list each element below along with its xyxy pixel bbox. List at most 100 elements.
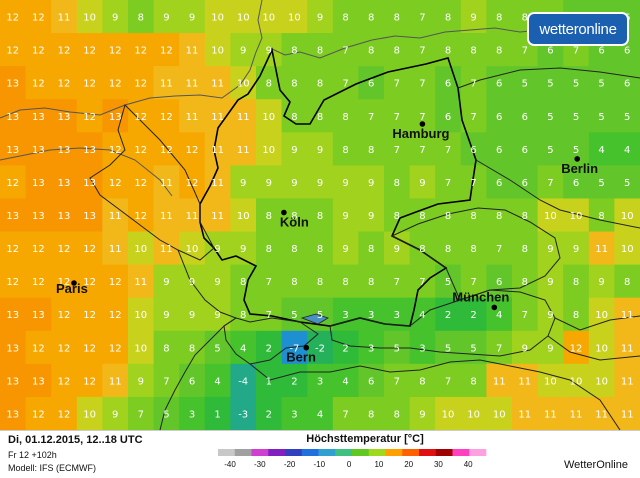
temperature-cell-fill [25,330,52,365]
city-dot [419,121,426,127]
temperature-cell-fill [358,165,385,200]
temperature-cell-fill [307,363,334,398]
temperature-value: 7 [470,277,476,288]
temperature-value: 6 [496,79,502,90]
temperature-value: 12 [32,343,45,354]
temperature-cell-fill [358,99,385,133]
temperature-cell-fill [256,231,283,266]
temperature-value: 13 [32,178,45,189]
wetteronline-logo[interactable]: wetteronline [527,12,629,46]
temperature-cell-fill [384,264,411,299]
temperature-cell-fill [256,330,283,365]
temperature-cell-fill [51,363,78,398]
temperature-value: 9 [547,343,553,354]
temperature-value: 12 [6,277,19,288]
temperature-cell-fill [102,66,129,100]
temperature-value: 8 [291,112,297,123]
border-germany [199,47,477,327]
temperature-value: 2 [266,343,272,354]
temperature-cell-fill [204,33,231,67]
temperature-value: 12 [83,277,96,288]
legend-swatch [285,449,303,456]
temperature-cell-fill [51,0,78,34]
temperature-cell-fill [409,165,436,200]
temperature-cell-fill [76,396,103,430]
temperature-value: 1 [266,376,272,387]
temperature-value: 3 [342,310,348,321]
temperature-value: 8 [317,79,323,90]
temperature-value: 8 [445,244,451,255]
temperature-value: 11 [595,244,608,255]
legend-swatch [218,449,236,456]
temperature-value: 9 [419,409,425,420]
temperature-value: 5 [163,409,169,420]
temperature-cell-fill [153,99,180,133]
temperature-value: 12 [134,79,147,90]
temperature-cell-fill [0,66,27,100]
temperature-value: 9 [317,178,323,189]
temperature-value: 7 [419,79,425,90]
temperature-value: 8 [394,46,400,57]
temperature-cell-fill [76,363,103,398]
temperature-value: 8 [291,46,297,57]
temperature-cell-fill [409,264,436,299]
temperature-value: 12 [160,145,173,156]
temperature-cell-fill [614,231,640,266]
temperature-cell-fill [563,165,590,200]
temperature-cell-fill [128,0,155,34]
temperature-cell-fill [486,99,513,133]
temperature-cell-fill [486,231,513,266]
temperature-cell-fill [486,264,513,299]
temperature-cell-fill [486,363,513,398]
temperature-value: 13 [6,310,19,321]
temperature-cell-fill [358,66,385,100]
temperature-cell-fill [153,0,180,34]
border-swiss [223,317,319,365]
temperature-cell-fill [332,396,359,430]
temperature-value: 11 [160,178,173,189]
temperature-value: 7 [522,46,528,57]
temperature-value: 8 [342,145,348,156]
temperature-cell-fill [307,231,334,266]
temperature-cell-fill [204,132,231,166]
temperature-cell-fill [128,231,155,266]
temperature-value: 8 [522,244,528,255]
temperature-value: 9 [317,13,323,24]
temperature-value: 8 [445,46,451,57]
temperature-cell-fill [281,198,308,233]
temperature-cell-fill [358,264,385,299]
temperature-value: 12 [83,310,96,321]
temperature-value: 2 [291,376,297,387]
temperature-cell-fill [537,66,564,100]
border-france [159,249,238,430]
temperature-value: 11 [237,145,250,156]
legend-tick-label: -30 [254,460,266,469]
temperature-cell-fill [204,165,231,200]
temperature-value: 11 [160,211,173,222]
temperature-value: 11 [109,244,122,255]
temperature-value: 10 [442,409,455,420]
temperature-cell-fill [537,231,564,266]
temperature-value: 5 [445,277,451,288]
temperature-value: -4 [238,376,248,387]
temperature-value: 12 [6,244,19,255]
border-hungary [547,315,640,361]
temperature-value: 13 [58,112,71,123]
temperature-value: 12 [186,145,199,156]
temperature-cell-fill [25,231,52,266]
temperature-cell-fill [307,0,334,34]
parameter-title: Höchsttemperatur [°C] [306,433,424,445]
temperature-cell-fill [0,330,27,365]
temperature-cell-fill [281,0,308,34]
temperature-value: 8 [266,211,272,222]
temperature-value: 12 [58,376,71,387]
temperature-cell-fill [76,231,103,266]
temperature-cell-fill [256,363,283,398]
temperature-value: 8 [624,277,630,288]
temperature-value: 9 [598,277,604,288]
temperature-cell-fill [204,198,231,233]
temperature-cell-fill [128,66,155,100]
temperature-value: 12 [32,409,45,420]
legend-swatch [352,449,370,456]
temperature-cell-fill [51,33,78,67]
